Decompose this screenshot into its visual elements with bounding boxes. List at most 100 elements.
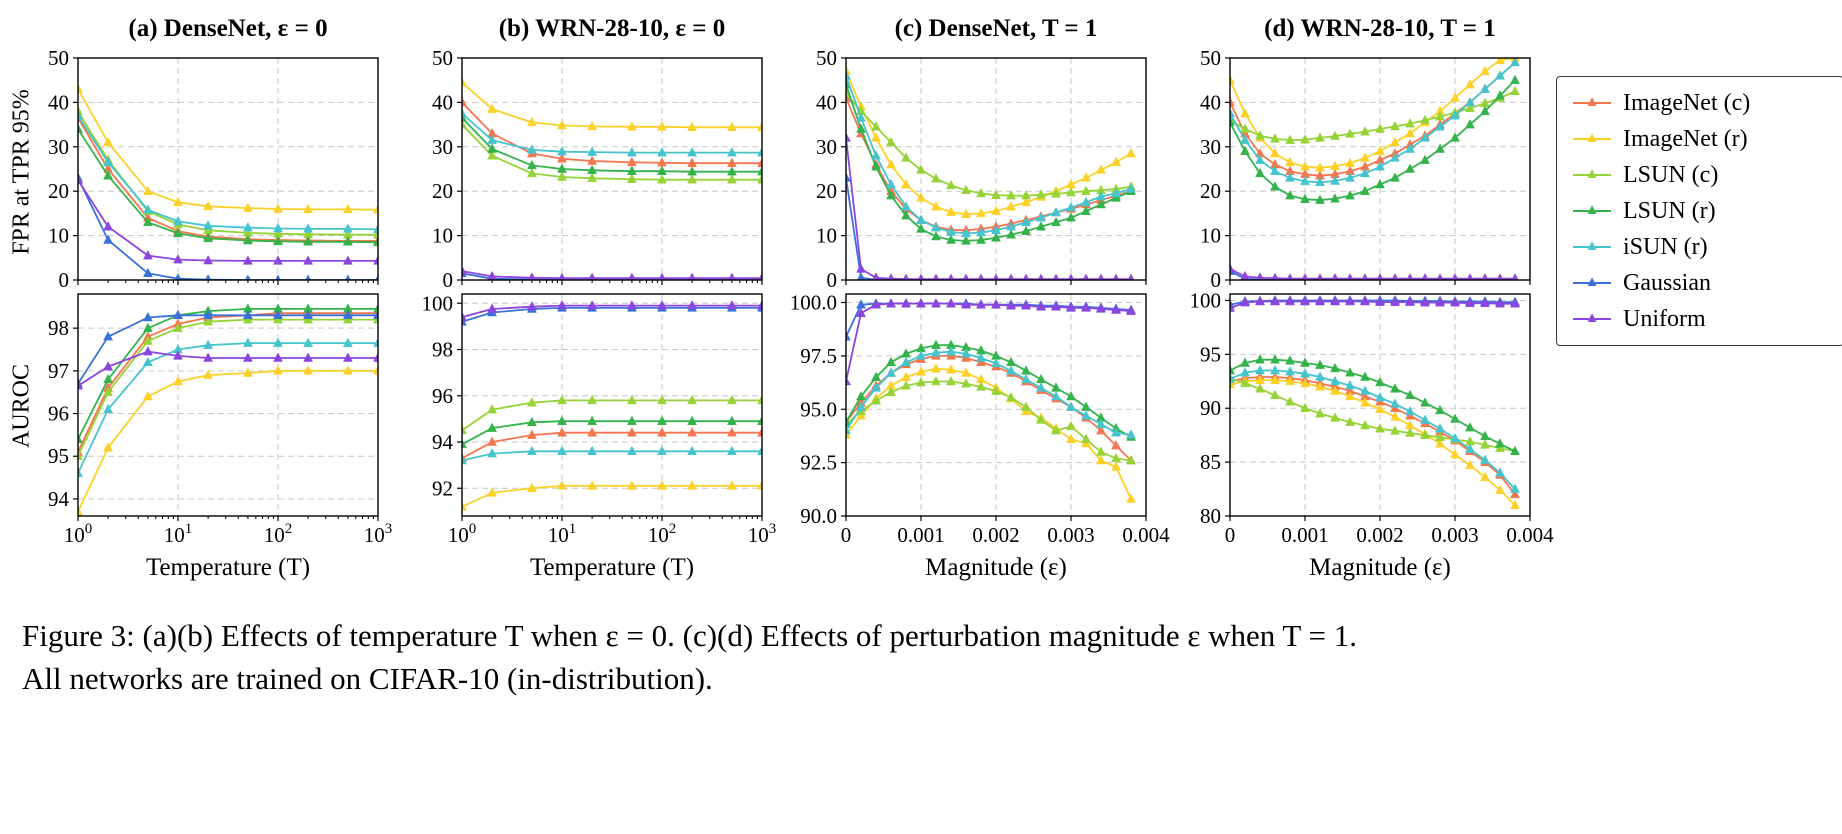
triangle-marker-icon: ▲ xyxy=(1573,238,1611,256)
svg-text:20: 20 xyxy=(816,179,837,203)
svg-text:50: 50 xyxy=(816,46,837,70)
svg-text:0: 0 xyxy=(827,268,838,292)
svg-text:30: 30 xyxy=(48,135,69,159)
chart-c-auroc: 0 0.001 0.002 0.003 0.004 90.0 92.5 95.0 97.5 100… xyxy=(790,291,1170,547)
chart-d-fpr: 0 10 20 30 40 50 xyxy=(1200,46,1531,292)
svg-text:0.004: 0.004 xyxy=(1506,523,1554,547)
triangle-marker-icon: ▲ xyxy=(1573,166,1611,184)
svg-text:10: 10 xyxy=(1200,224,1221,248)
svg-text:40: 40 xyxy=(816,90,837,114)
svg-text:0: 0 xyxy=(1225,523,1236,547)
panel-title-b: (b) WRN-28-10, ε = 0 xyxy=(498,15,726,42)
svg-text:90: 90 xyxy=(1200,396,1221,420)
svg-text:0: 0 xyxy=(1211,268,1222,292)
svg-text:92: 92 xyxy=(432,476,453,500)
chart-b-fpr: 0 10 20 30 40 50 xyxy=(432,46,763,292)
svg-text:20: 20 xyxy=(432,179,453,203)
svg-text:100.0: 100.0 xyxy=(790,291,837,315)
svg-text:0.001: 0.001 xyxy=(1281,523,1328,547)
chart-a-auroc: 100 101 102 103 94 95 96 97 98 xyxy=(48,293,393,547)
svg-text:94: 94 xyxy=(48,487,70,511)
chart-c-fpr: 0 10 20 30 40 50 xyxy=(816,46,1147,292)
triangle-marker-icon: ▲ xyxy=(1573,274,1611,292)
panel-column-b: (b) WRN-28-10, ε = 0 0 10 20 30 40 50 100 101 1… xyxy=(404,10,782,582)
legend-label: iSUN (r) xyxy=(1623,234,1708,260)
svg-text:95.0: 95.0 xyxy=(800,397,837,421)
svg-text:40: 40 xyxy=(1200,90,1221,114)
svg-text:102: 102 xyxy=(264,521,293,547)
x-axis-label-c: Magnitude (ε) xyxy=(925,554,1067,581)
svg-text:94: 94 xyxy=(432,430,454,454)
svg-text:30: 30 xyxy=(432,135,453,159)
svg-text:50: 50 xyxy=(48,46,69,70)
svg-text:10: 10 xyxy=(816,224,837,248)
svg-text:0.004: 0.004 xyxy=(1122,523,1170,547)
legend-item-imagenet-r: ▲ ImageNet (r) xyxy=(1573,126,1827,152)
panel-title-d: (d) WRN-28-10, T = 1 xyxy=(1264,15,1496,42)
svg-text:50: 50 xyxy=(432,46,453,70)
x-axis-label-d: Magnitude (ε) xyxy=(1309,554,1451,581)
panel-title-c: (c) DenseNet, T = 1 xyxy=(894,15,1098,42)
legend-item-gaussian: ▲ Gaussian xyxy=(1573,270,1827,296)
svg-text:0: 0 xyxy=(443,268,454,292)
legend-label: ImageNet (r) xyxy=(1623,126,1748,152)
svg-text:30: 30 xyxy=(1200,135,1221,159)
svg-text:90.0: 90.0 xyxy=(800,504,837,528)
chart-b-auroc: 100 101 102 103 92 94 96 98 100 xyxy=(422,291,777,547)
triangle-marker-icon: ▲ xyxy=(1573,310,1611,328)
panel-column-d: (d) WRN-28-10, T = 1 0 10 20 30 40 50 0 0.001 0… xyxy=(1172,10,1555,582)
svg-text:100: 100 xyxy=(448,521,477,547)
svg-text:0.003: 0.003 xyxy=(1431,523,1478,547)
svg-text:101: 101 xyxy=(164,521,193,547)
svg-text:40: 40 xyxy=(432,90,453,114)
svg-text:97.5: 97.5 xyxy=(800,344,837,368)
legend-item-uniform: ▲ Uniform xyxy=(1573,306,1827,332)
chart-a-fpr: 0 10 20 30 40 50 xyxy=(48,46,379,292)
svg-text:103: 103 xyxy=(364,521,393,547)
legend-label: Uniform xyxy=(1623,306,1706,332)
svg-text:20: 20 xyxy=(48,179,69,203)
svg-text:0.001: 0.001 xyxy=(897,523,944,547)
figure-caption: Figure 3: (a)(b) Effects of temperature … xyxy=(22,614,1357,700)
svg-text:40: 40 xyxy=(48,90,69,114)
svg-text:30: 30 xyxy=(816,135,837,159)
svg-text:102: 102 xyxy=(648,521,677,547)
legend-label: Gaussian xyxy=(1623,270,1711,296)
triangle-marker-icon: ▲ xyxy=(1573,202,1611,220)
x-axis-label-a: Temperature (T) xyxy=(145,554,311,581)
legend-item-lsun-c: ▲ LSUN (c) xyxy=(1573,162,1827,188)
caption-line-2: All networks are trained on CIFAR-10 (in… xyxy=(22,661,713,696)
x-axis-label-b: Temperature (T) xyxy=(529,554,695,581)
svg-text:10: 10 xyxy=(48,224,69,248)
svg-text:100: 100 xyxy=(1190,288,1222,312)
panel-column-c: (c) DenseNet, T = 1 0 10 20 30 40 50 0 0.001 0.… xyxy=(788,10,1170,582)
panel-title-a: (a) DenseNet, ε = 0 xyxy=(128,15,328,42)
svg-text:0.002: 0.002 xyxy=(1356,523,1403,547)
svg-text:98: 98 xyxy=(432,338,453,362)
legend-label: LSUN (r) xyxy=(1623,198,1716,224)
legend-item-lsun-r: ▲ LSUN (r) xyxy=(1573,198,1827,224)
svg-text:92.5: 92.5 xyxy=(800,451,837,475)
svg-text:95: 95 xyxy=(1200,342,1221,366)
legend-item-isun-r: ▲ iSUN (r) xyxy=(1573,234,1827,260)
svg-text:80: 80 xyxy=(1200,504,1221,528)
svg-text:96: 96 xyxy=(432,384,453,408)
triangle-marker-icon: ▲ xyxy=(1573,130,1611,148)
svg-text:50: 50 xyxy=(1200,46,1221,70)
svg-text:98: 98 xyxy=(48,316,69,340)
svg-text:100: 100 xyxy=(422,291,454,315)
svg-text:85: 85 xyxy=(1200,450,1221,474)
legend-label: ImageNet (c) xyxy=(1623,90,1751,116)
triangle-marker-icon: ▲ xyxy=(1573,94,1611,112)
chart-d-auroc: 0 0.001 0.002 0.003 0.004 80 85 90 95 100 xyxy=(1190,288,1555,547)
caption-line-1: Figure 3: (a)(b) Effects of temperature … xyxy=(22,618,1358,653)
svg-text:20: 20 xyxy=(1200,179,1221,203)
panel-column-a: (a) DenseNet, ε = 0 0 10 20 30 40 50 100 101 10… xyxy=(20,10,398,582)
legend-item-imagenet-c: ▲ ImageNet (c) xyxy=(1573,90,1827,116)
legend: ▲ ImageNet (c) ▲ ImageNet (r) ▲ LSUN (c)… xyxy=(1556,76,1842,346)
svg-text:0.003: 0.003 xyxy=(1047,523,1094,547)
svg-text:100: 100 xyxy=(64,521,93,547)
svg-text:0.002: 0.002 xyxy=(972,523,1019,547)
svg-text:0: 0 xyxy=(841,523,852,547)
legend-label: LSUN (c) xyxy=(1623,162,1719,188)
